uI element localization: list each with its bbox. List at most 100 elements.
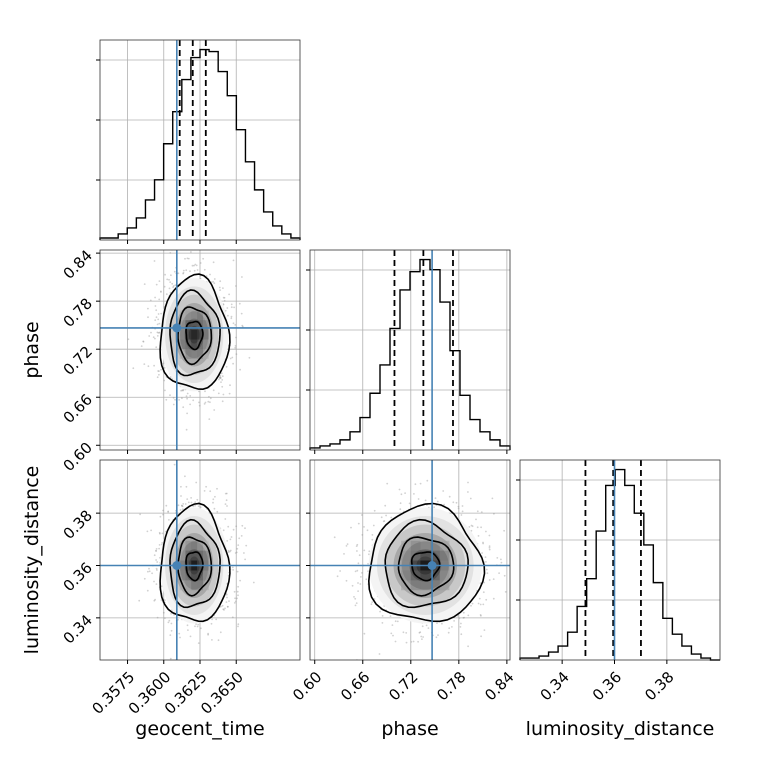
- scatter-point: [213, 282, 216, 285]
- y-tick-label: 0.34: [60, 611, 96, 647]
- contour-line: [185, 320, 204, 351]
- scatter-point: [486, 572, 489, 575]
- density-block: [202, 550, 209, 561]
- scatter-point: [220, 372, 223, 375]
- scatter-point: [226, 540, 229, 542]
- scatter-point: [163, 285, 166, 288]
- scatter-point: [153, 599, 156, 602]
- scatter-point: [222, 296, 225, 299]
- scatter-point: [153, 554, 156, 557]
- y-tick-label: 0.60: [60, 439, 96, 475]
- contour-line: [169, 289, 221, 377]
- scatter-point: [182, 388, 185, 391]
- scatter-point: [189, 403, 192, 406]
- density-block: [185, 310, 192, 321]
- scatter-point: [147, 365, 150, 368]
- scatter-point: [194, 504, 196, 507]
- scatter-point: [356, 543, 359, 546]
- density-block: [191, 540, 198, 551]
- scatter-point: [222, 393, 225, 396]
- scatter-point: [138, 599, 141, 602]
- density-block: [197, 349, 203, 359]
- scatter-point: [205, 485, 208, 488]
- x-tick-label: 0.78: [433, 668, 469, 704]
- scatter-point: [189, 395, 192, 397]
- scatter-point: [383, 520, 386, 522]
- scatter-point: [228, 392, 231, 395]
- scatter-point: [185, 243, 187, 245]
- density-block: [185, 320, 192, 330]
- scatter-point: [157, 332, 160, 334]
- scatter-point: [488, 546, 491, 549]
- scatter-point: [167, 621, 170, 624]
- scatter-point: [154, 337, 156, 340]
- scatter-point: [162, 509, 164, 512]
- scatter-point: [492, 578, 495, 580]
- scatter-point: [237, 585, 240, 588]
- scatter-point: [217, 639, 220, 642]
- y-tick-label: 0.36: [60, 559, 96, 595]
- scatter-point: [169, 394, 171, 397]
- scatter-point: [357, 562, 360, 565]
- scatter-point: [223, 609, 225, 611]
- scatter-point: [158, 370, 160, 372]
- scatter-point: [233, 602, 236, 604]
- density-block: [430, 580, 440, 591]
- density-block: [191, 320, 198, 330]
- scatter-point: [218, 663, 220, 665]
- scatter-point: [480, 614, 482, 617]
- scatter-point: [168, 287, 171, 290]
- scatter-point: [243, 552, 245, 554]
- scatter-point: [153, 260, 156, 262]
- scatter-point: [451, 626, 453, 628]
- scatter-point: [226, 605, 229, 608]
- density-block: [420, 550, 431, 561]
- scatter-point: [405, 641, 408, 644]
- scatter-point: [443, 503, 445, 506]
- scatter-point: [503, 574, 506, 577]
- scatter-point: [232, 362, 235, 365]
- scatter-point: [209, 397, 212, 400]
- scatter-point: [207, 400, 210, 403]
- scatter-point: [244, 527, 246, 530]
- scatter-point: [366, 529, 369, 532]
- scatter-point: [434, 497, 437, 499]
- scatter-point: [156, 335, 159, 337]
- scatter-point: [354, 597, 357, 600]
- scatter-point: [453, 620, 455, 622]
- scatter-point: [147, 307, 149, 310]
- y-axis-label-luminosity_distance: luminosity_distance: [21, 466, 43, 655]
- y-tick-label: 0.78: [60, 294, 96, 330]
- scatter-point: [234, 552, 237, 554]
- scatter-point: [155, 583, 158, 585]
- scatter-point: [361, 534, 364, 536]
- scatter-point: [425, 624, 428, 627]
- scatter-point: [248, 356, 251, 359]
- scatter-point: [178, 632, 181, 635]
- scatter-point: [419, 482, 422, 485]
- scatter-point: [234, 597, 237, 600]
- scatter-point: [221, 385, 224, 388]
- scatter-point: [357, 522, 360, 525]
- density-block: [191, 349, 198, 359]
- scatter-point: [224, 503, 227, 505]
- scatter-point: [417, 640, 419, 643]
- scatter-point: [240, 535, 243, 537]
- density-block: [185, 540, 192, 551]
- scatter-point: [209, 273, 211, 276]
- scatter-point: [459, 626, 462, 628]
- scatter-point: [179, 509, 182, 511]
- scatter-point: [214, 495, 216, 498]
- scatter-point: [174, 398, 177, 401]
- scatter-point: [485, 530, 487, 533]
- y-tick-label: 0.72: [60, 342, 96, 378]
- scatter-point: [180, 495, 182, 497]
- scatter-point: [399, 502, 402, 505]
- scatter-point: [156, 376, 159, 379]
- scatter-point: [209, 401, 211, 404]
- scatter-point: [382, 520, 385, 523]
- scatter-point: [172, 403, 175, 406]
- scatter-point: [475, 518, 477, 521]
- scatter-point: [471, 602, 474, 605]
